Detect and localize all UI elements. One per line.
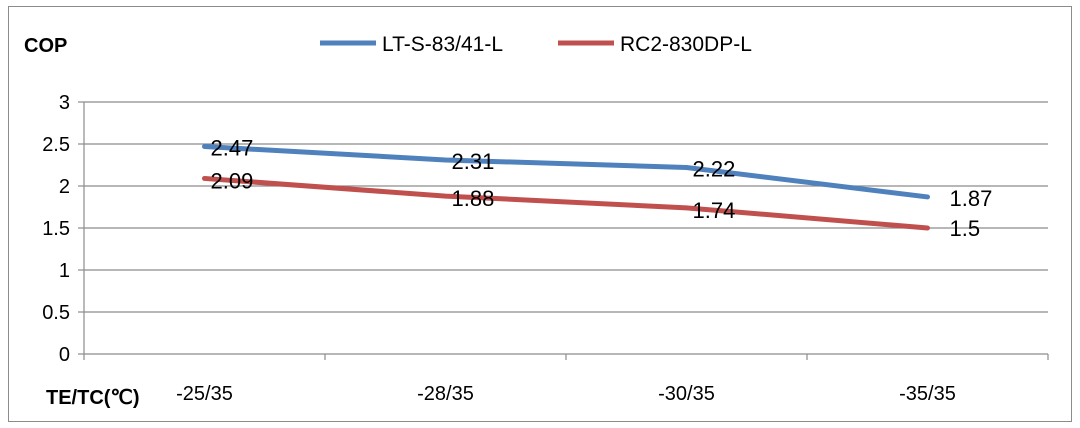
y-tick-label: 0.5 — [42, 302, 70, 324]
data-label: 1.88 — [452, 186, 495, 211]
y-tick-label: 0 — [59, 344, 70, 366]
data-label: 2.09 — [211, 168, 254, 193]
x-tick-label: -25/35 — [176, 383, 233, 405]
legend: LT-S-83/41-L RC2-830DP-L — [320, 33, 752, 56]
y-tick-label: 3 — [59, 92, 70, 114]
legend-label-2: RC2-830DP-L — [620, 33, 752, 56]
x-tick-labels: -25/35 -28/35 -30/35 -35/35 — [176, 383, 956, 405]
y-tick-label: 2.5 — [42, 134, 70, 156]
data-labels: 2.47 2.31 2.22 1.87 2.09 1.88 1.74 1.5 — [211, 136, 993, 241]
series-line-2 — [202, 175, 930, 231]
y-tick-labels: 0 0.5 1 1.5 2 2.5 3 — [42, 92, 70, 366]
y-tick-label: 1.5 — [42, 218, 70, 240]
x-tick-label: -35/35 — [899, 383, 956, 405]
series-lines — [202, 144, 930, 231]
data-label: 1.5 — [950, 216, 981, 241]
y-tick-label: 1 — [59, 260, 70, 282]
legend-label-1: LT-S-83/41-L — [382, 33, 503, 56]
data-label: 1.87 — [950, 186, 993, 211]
axes — [78, 101, 1049, 360]
x-axis-title: TE/TC(℃) — [46, 387, 140, 409]
data-label: 1.74 — [693, 198, 736, 223]
data-label: 2.47 — [211, 136, 254, 161]
data-label: 2.31 — [452, 149, 495, 174]
gridlines — [84, 101, 1048, 313]
x-tick-label: -30/35 — [658, 383, 715, 405]
chart-frame — [8, 6, 1072, 422]
y-axis-title: COP — [24, 35, 67, 57]
y-tick-label: 2 — [59, 176, 70, 198]
x-tick-label: -28/35 — [417, 383, 474, 405]
data-label: 2.22 — [693, 157, 736, 182]
series-line-1 — [202, 144, 930, 200]
